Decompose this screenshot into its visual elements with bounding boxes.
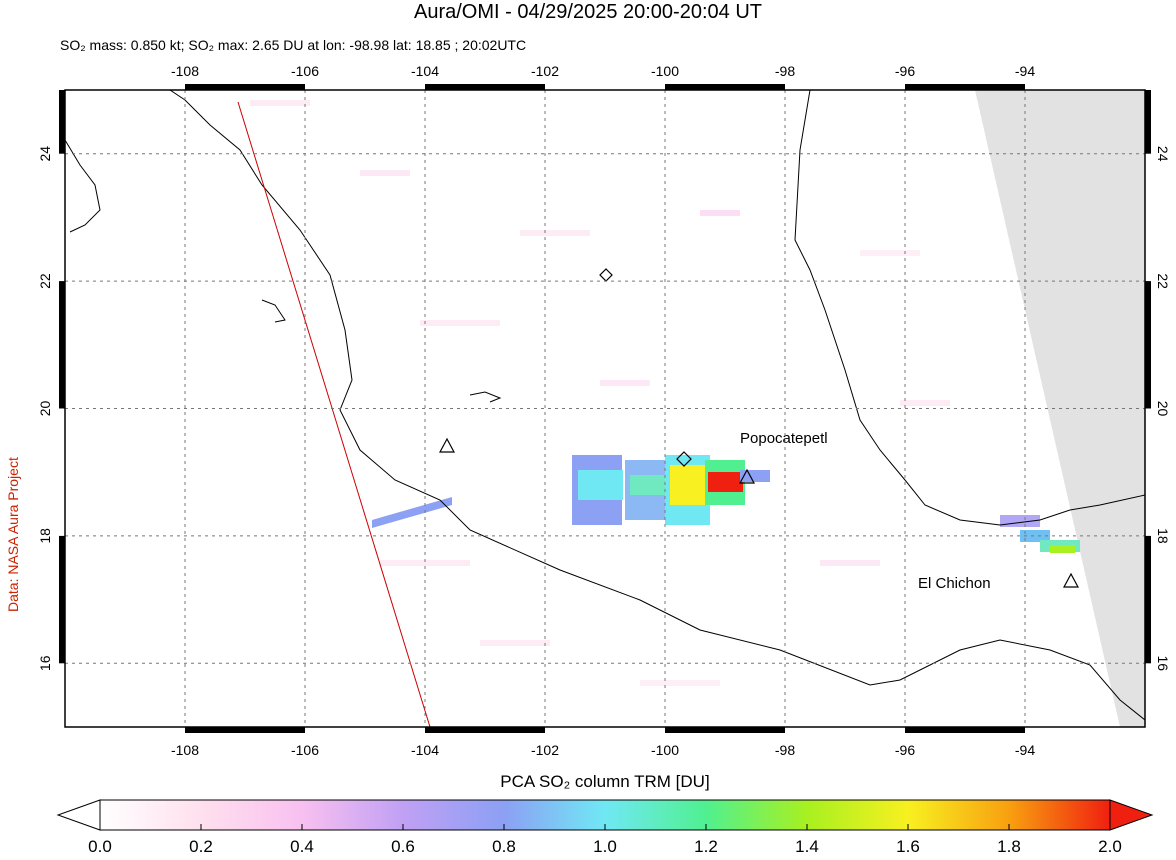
frame-band (425, 84, 545, 90)
colorbar-tick-label: 0.2 (189, 837, 213, 855)
colorbar-tick-label: 1.0 (593, 837, 617, 855)
x-tick-label: -100 (651, 742, 679, 758)
y-tick-label: 20 (37, 401, 53, 417)
frame-band (665, 84, 785, 90)
volcano-label: Popocatepetl (740, 430, 828, 447)
colorbar-tick-label: 1.2 (694, 837, 718, 855)
colorbar-under (56, 799, 101, 831)
frame-band (1145, 90, 1151, 154)
y-tick-label: 24 (1155, 146, 1171, 162)
x-tick-label: -102 (531, 63, 559, 79)
y-tick-label: 16 (37, 655, 53, 671)
credit: Data: NASA Aura Project (5, 457, 21, 612)
x-tick-label: -106 (291, 742, 319, 758)
y-tick-label: 20 (1155, 401, 1171, 417)
frame-band (425, 727, 545, 733)
x-tick-label: -96 (895, 63, 915, 79)
x-tick-label: -100 (651, 63, 679, 79)
y-tick-label: 22 (1155, 273, 1171, 289)
frame-band (59, 535, 65, 664)
x-tick-label: -94 (1015, 63, 1035, 79)
map-frame (64, 89, 1146, 728)
frame-band (905, 84, 1025, 90)
frame-band (1145, 281, 1151, 409)
colorbar-tick-label: 1.8 (997, 837, 1021, 855)
colorbar-tick-label: 0.0 (88, 837, 112, 855)
volcano-markers (438, 268, 1080, 588)
colorbar-tick-label: 0.4 (290, 837, 314, 855)
y-tick-label: 18 (37, 528, 53, 544)
colorbar-tick-label: 1.6 (896, 837, 920, 855)
x-tick-label: -108 (171, 742, 199, 758)
colorbar-tick-label: 0.8 (492, 837, 516, 855)
y-tick-label: 18 (1155, 528, 1171, 544)
x-tick-label: -98 (775, 742, 795, 758)
colorbar-tick-label: 1.4 (795, 837, 819, 855)
coastlines (65, 90, 1145, 721)
x-tick-label: -104 (411, 63, 439, 79)
colorbar-title: PCA SO₂ column TRM [DU] (500, 772, 709, 791)
x-tick-label: -98 (775, 63, 795, 79)
colorbar-tick-label: 2.0 (1098, 837, 1122, 855)
axes: -108 -108 -106 -106 -104 -104 -102 -102 -100 -100… (37, 63, 1171, 758)
frame-band (1145, 535, 1151, 664)
subtitle: SO₂ mass: 0.850 kt; SO₂ max: 2.65 DU at … (60, 37, 526, 53)
x-tick-label: -94 (1015, 742, 1035, 758)
swath-edge (237, 101, 431, 727)
y-tick-label: 16 (1155, 656, 1171, 672)
y-tick-label: 22 (37, 273, 53, 289)
colorbar-tick-label: 0.6 (391, 837, 415, 855)
volcano-label: El Chichon (918, 575, 991, 592)
background-pixels (250, 100, 950, 686)
frame-band (185, 727, 305, 733)
x-tick-label: -108 (171, 63, 199, 79)
x-tick-label: -106 (291, 63, 319, 79)
frame-band (905, 727, 1025, 733)
frame-band (665, 727, 785, 733)
frame-band (59, 281, 65, 409)
frame-band (59, 90, 65, 154)
title: Aura/OMI - 04/29/2025 20:00-20:04 UT (414, 1, 762, 23)
colorbar-over (1109, 799, 1154, 831)
so2-plume (372, 455, 1080, 553)
x-tick-label: -102 (531, 742, 559, 758)
x-tick-label: -104 (411, 742, 439, 758)
y-tick-label: 24 (37, 146, 53, 162)
frame-band (185, 84, 305, 90)
x-tick-label: -96 (895, 742, 915, 758)
